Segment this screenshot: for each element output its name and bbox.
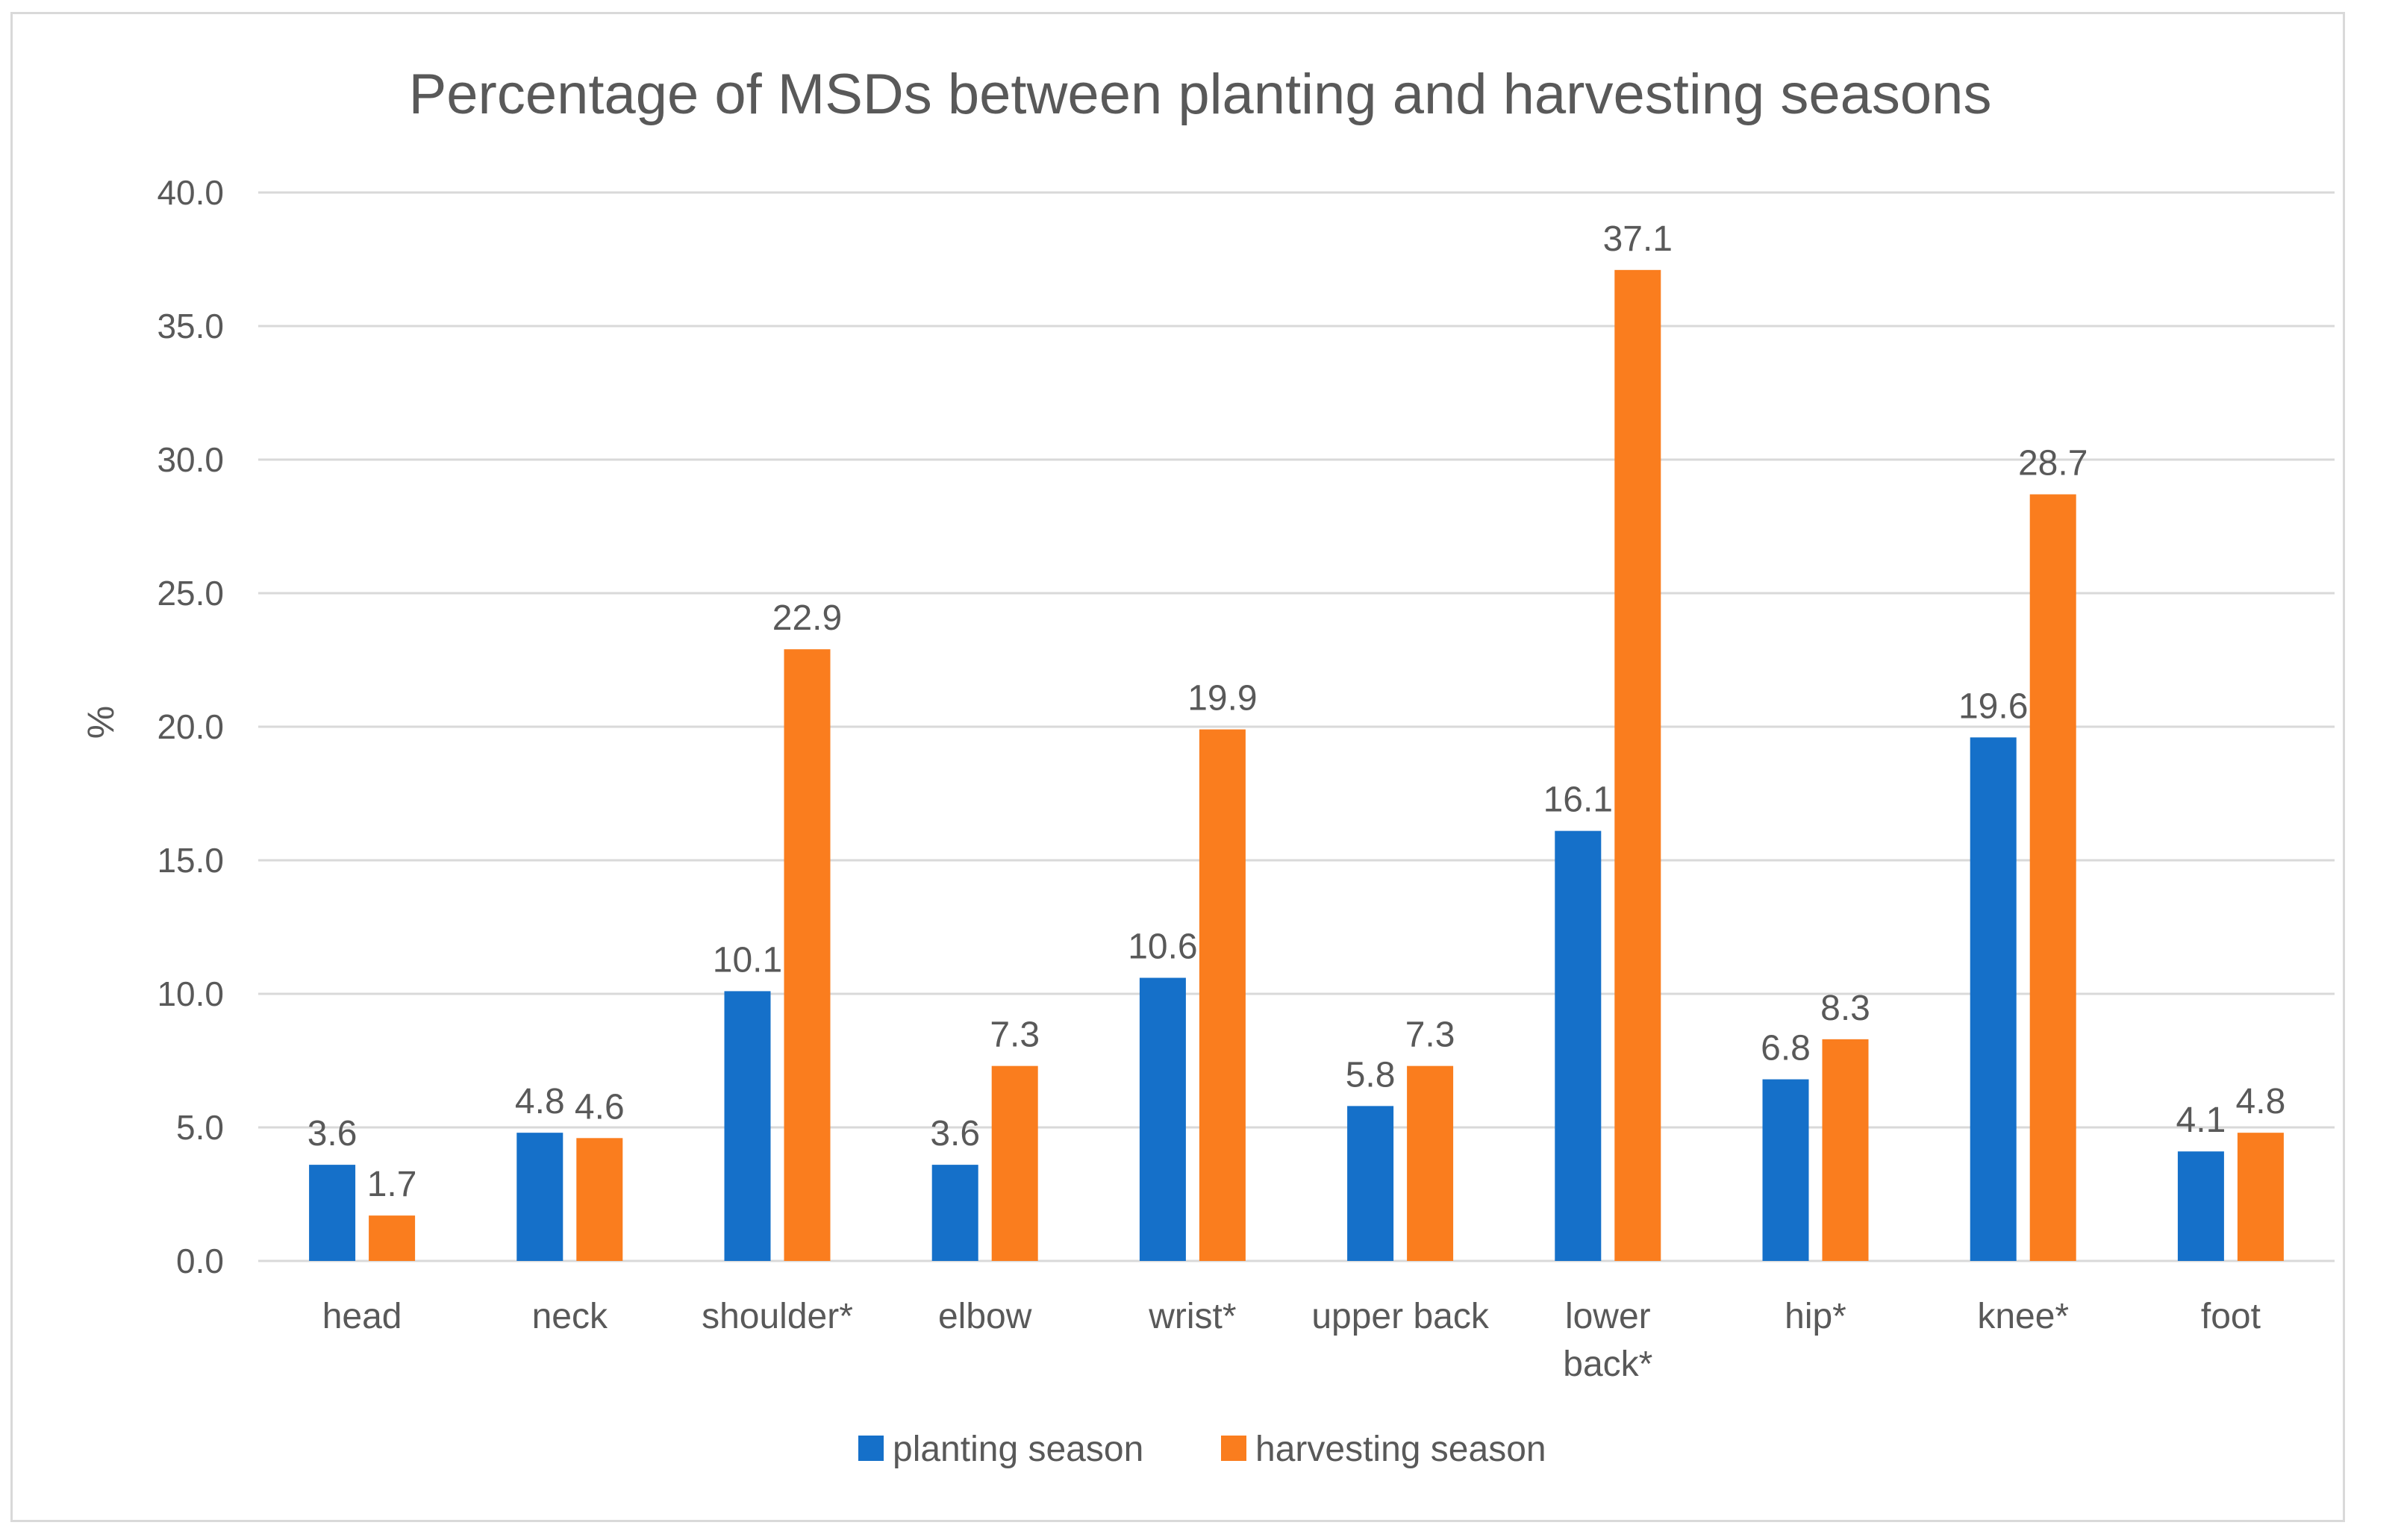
x-tick-label: elbow (938, 1297, 1032, 1336)
data-label: 19.6 (1958, 686, 2028, 726)
x-tick-label: hip* (1785, 1297, 1846, 1336)
x-tick-label: foot (2201, 1297, 2261, 1336)
y-axis-ticks: 0.0 5.0 10.0 15.0 20.0 25.0 30.0 35.0 40.0 (157, 173, 224, 1280)
bar-planting (724, 991, 771, 1261)
bar-harvesting (576, 1138, 623, 1261)
bar-planting (2177, 1151, 2224, 1261)
bars (309, 269, 2284, 1261)
legend-swatch-harvesting (1221, 1436, 1246, 1461)
data-label: 19.9 (1187, 679, 1257, 719)
data-label: 6.8 (1761, 1029, 1811, 1068)
y-tick-label: 0.0 (176, 1242, 224, 1280)
legend: planting season harvesting season (858, 1430, 1546, 1469)
legend-label: harvesting season (1255, 1430, 1546, 1469)
data-label: 4.6 (575, 1087, 625, 1127)
bar-harvesting (1614, 269, 1661, 1261)
y-tick-label: 20.0 (157, 707, 224, 746)
bar-harvesting (2237, 1133, 2284, 1261)
x-tick-label: neck (532, 1297, 608, 1336)
x-tick-label: knee* (1977, 1297, 2069, 1336)
data-label: 10.1 (713, 940, 782, 980)
data-label: 8.3 (1820, 989, 1870, 1028)
y-tick-label: 25.0 (157, 574, 224, 613)
chart-frame (10, 12, 2345, 1522)
bar-planting (1139, 977, 1186, 1261)
legend-label: planting season (893, 1430, 1143, 1469)
data-label: 16.1 (1543, 780, 1613, 820)
data-label: 22.9 (772, 598, 842, 638)
data-label: 4.8 (515, 1082, 565, 1121)
y-tick-label: 30.0 (157, 440, 224, 479)
data-label: 7.3 (990, 1015, 1040, 1055)
data-label: 3.6 (307, 1114, 358, 1154)
bar-harvesting (1822, 1039, 1869, 1261)
data-label: 1.7 (367, 1165, 417, 1204)
data-label: 5.8 (1346, 1055, 1396, 1095)
x-tick-label: shoulder* (702, 1297, 853, 1336)
x-tick-label: lower (1565, 1297, 1651, 1336)
x-tick-label: back* (1563, 1345, 1652, 1384)
x-tick-label: upper back (1311, 1297, 1489, 1336)
bar-planting (1555, 830, 1602, 1261)
y-tick-label: 35.0 (157, 307, 224, 345)
data-label: 28.7 (2018, 444, 2088, 483)
x-axis-ticks: head neck shoulder* elbow wrist* upper back lo… (322, 1297, 2261, 1384)
data-labels: 3.61.74.8 4.610.122.93.67.310.619.95.87.3… (307, 219, 2286, 1204)
bar-planting (1347, 1106, 1394, 1261)
x-tick-label: wrist* (1148, 1297, 1236, 1336)
bar-harvesting (2029, 494, 2076, 1261)
data-label: 7.3 (1405, 1015, 1455, 1055)
data-label: 3.6 (930, 1114, 980, 1154)
y-tick-label: 5.0 (176, 1108, 224, 1147)
bar-planting (1970, 737, 2017, 1261)
bar-planting (309, 1165, 356, 1261)
data-label: 37.1 (1603, 219, 1673, 259)
y-tick-label: 40.0 (157, 173, 224, 212)
data-label: 10.6 (1128, 927, 1197, 967)
bar-harvesting (784, 649, 831, 1261)
gridlines (258, 191, 2335, 1262)
data-label: 4.1 (2176, 1101, 2226, 1140)
bar-harvesting (369, 1215, 416, 1261)
y-tick-label: 10.0 (157, 974, 224, 1013)
legend-swatch-planting (858, 1436, 884, 1461)
bar-harvesting (1407, 1065, 1454, 1261)
chart-title: Percentage of MSDs between planting and … (409, 63, 1992, 126)
bar-harvesting (1199, 729, 1246, 1261)
y-axis-label: % (80, 706, 122, 739)
bar-harvesting (991, 1065, 1038, 1261)
bar-planting (1762, 1079, 1809, 1261)
y-tick-label: 15.0 (157, 841, 224, 880)
x-tick-label: head (322, 1297, 402, 1336)
data-label: 4.8 (2236, 1082, 2286, 1121)
bar-planting (516, 1133, 563, 1261)
bar-planting (931, 1165, 978, 1261)
